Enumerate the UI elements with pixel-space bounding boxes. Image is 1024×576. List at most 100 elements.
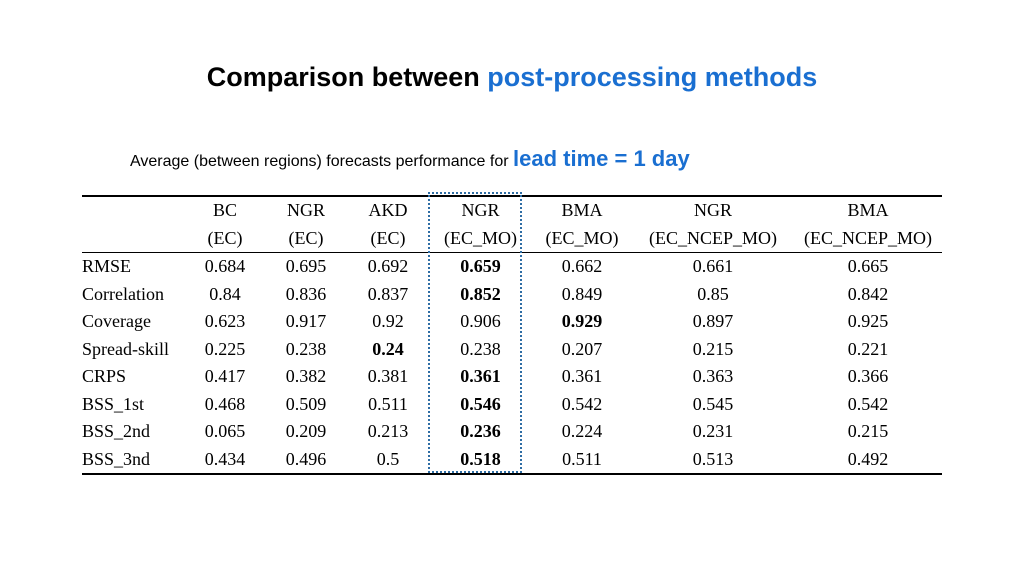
header-method-cell: NGR bbox=[461, 200, 500, 221]
value-cell: 0.381 bbox=[367, 366, 409, 387]
value-cell: 0.917 bbox=[285, 311, 327, 332]
header-method-cell: NGR bbox=[693, 200, 732, 221]
value-cell: 0.546 bbox=[460, 393, 501, 414]
header-model-cell: (EC_NCEP_MO) bbox=[803, 227, 932, 248]
value-cell: 0.492 bbox=[847, 448, 889, 469]
row-label: RMSE bbox=[82, 256, 132, 277]
value-cell: 0.238 bbox=[285, 338, 327, 359]
caption-highlight: lead time = 1 day bbox=[513, 146, 690, 171]
value-cell: 0.215 bbox=[847, 421, 889, 442]
value-cell: 0.434 bbox=[204, 448, 246, 469]
header-method-cell: BMA bbox=[561, 200, 603, 221]
value-cell: 0.382 bbox=[285, 366, 327, 387]
table-row: BSS_1st 0.468 0.509 0.511 0.546 0.542 0.545 0.5… bbox=[82, 391, 942, 419]
value-cell: 0.661 bbox=[692, 256, 734, 277]
value-cell: 0.209 bbox=[285, 421, 327, 442]
value-cell: 0.545 bbox=[692, 393, 734, 414]
row-label: BSS_2nd bbox=[82, 421, 151, 442]
value-cell: 0.496 bbox=[285, 448, 327, 469]
value-cell: 0.518 bbox=[460, 448, 501, 469]
value-cell: 0.842 bbox=[847, 283, 889, 304]
header-corner-cell bbox=[82, 225, 185, 253]
title-highlight: post-processing methods bbox=[487, 62, 818, 92]
value-cell: 0.24 bbox=[372, 338, 404, 359]
value-cell: 0.684 bbox=[204, 256, 246, 277]
caption-text: Average (between regions) forecasts perf… bbox=[130, 153, 514, 170]
value-cell: 0.511 bbox=[368, 393, 408, 414]
value-cell: 0.662 bbox=[561, 256, 603, 277]
table-header: BC NGR AKD NGR BMA NGR BMA (EC) (EC) (EC) (EC_MO)… bbox=[82, 196, 942, 253]
table-row: Coverage 0.623 0.917 0.92 0.906 0.929 0.897 0.9… bbox=[82, 308, 942, 336]
title-text: Comparison between bbox=[206, 62, 488, 92]
table-row: Spread-skill 0.225 0.238 0.24 0.238 0.207 0.21… bbox=[82, 336, 942, 364]
value-cell: 0.215 bbox=[692, 338, 734, 359]
value-cell: 0.238 bbox=[460, 338, 501, 359]
performance-table: BC NGR AKD NGR BMA NGR BMA (EC) (EC) (EC) (EC_MO)… bbox=[82, 195, 942, 475]
value-cell: 0.695 bbox=[285, 256, 327, 277]
value-cell: 0.236 bbox=[460, 421, 501, 442]
value-cell: 0.542 bbox=[561, 393, 603, 414]
value-cell: 0.837 bbox=[367, 283, 409, 304]
value-cell: 0.92 bbox=[372, 311, 404, 332]
header-method-cell: AKD bbox=[368, 200, 408, 221]
table-row: Correlation 0.84 0.836 0.837 0.852 0.849 0.85 0… bbox=[82, 281, 942, 309]
value-cell: 0.929 bbox=[561, 311, 603, 332]
row-label: Correlation bbox=[82, 283, 164, 304]
value-cell: 0.897 bbox=[692, 311, 734, 332]
value-cell: 0.224 bbox=[561, 421, 603, 442]
header-model-cell: (EC) bbox=[370, 227, 406, 248]
row-label: Spread-skill bbox=[82, 338, 169, 359]
ngr-ec-mo-highlight-box bbox=[428, 192, 522, 473]
header-method-cell: BMA bbox=[847, 200, 889, 221]
header-row-method: BC NGR AKD NGR BMA NGR BMA bbox=[82, 196, 942, 225]
header-model-cell: (EC_MO) bbox=[444, 227, 517, 248]
value-cell: 0.231 bbox=[692, 421, 734, 442]
value-cell: 0.692 bbox=[367, 256, 409, 277]
row-label: Coverage bbox=[82, 311, 151, 332]
row-label: BSS_3nd bbox=[82, 448, 151, 469]
value-cell: 0.849 bbox=[561, 283, 603, 304]
value-cell: 0.065 bbox=[204, 421, 246, 442]
value-cell: 0.84 bbox=[209, 283, 241, 304]
value-cell: 0.417 bbox=[204, 366, 246, 387]
value-cell: 0.623 bbox=[204, 311, 246, 332]
header-method-cell: BC bbox=[212, 200, 237, 221]
value-cell: 0.85 bbox=[697, 283, 729, 304]
table-row: BSS_2nd 0.065 0.209 0.213 0.236 0.224 0.231 0.2… bbox=[82, 418, 942, 446]
slide-title: Comparison between post-processing metho… bbox=[0, 62, 1024, 93]
header-model-cell: (EC_MO) bbox=[545, 227, 619, 248]
value-cell: 0.852 bbox=[460, 283, 501, 304]
value-cell: 0.468 bbox=[204, 393, 246, 414]
value-cell: 0.511 bbox=[562, 448, 602, 469]
value-cell: 0.513 bbox=[692, 448, 734, 469]
table-row: CRPS 0.417 0.382 0.381 0.361 0.361 0.363 0.366 bbox=[82, 363, 942, 391]
header-corner-cell bbox=[82, 196, 185, 225]
table-row: BSS_3nd 0.434 0.496 0.5 0.518 0.511 0.513 0.492 bbox=[82, 446, 942, 474]
table-caption: Average (between regions) forecasts perf… bbox=[130, 146, 690, 172]
header-method-cell: NGR bbox=[286, 200, 325, 221]
value-cell: 0.221 bbox=[847, 338, 889, 359]
table-row: RMSE 0.684 0.695 0.692 0.659 0.662 0.661 0.665 bbox=[82, 253, 942, 281]
value-cell: 0.213 bbox=[367, 421, 409, 442]
value-cell: 0.836 bbox=[285, 283, 327, 304]
value-cell: 0.665 bbox=[847, 256, 889, 277]
value-cell: 0.361 bbox=[460, 366, 501, 387]
value-cell: 0.509 bbox=[285, 393, 327, 414]
table-body: RMSE 0.684 0.695 0.692 0.659 0.662 0.661 0.665 C… bbox=[82, 253, 942, 474]
value-cell: 0.361 bbox=[561, 366, 603, 387]
value-cell: 0.542 bbox=[847, 393, 889, 414]
value-cell: 0.5 bbox=[376, 448, 400, 469]
value-cell: 0.659 bbox=[460, 256, 501, 277]
value-cell: 0.366 bbox=[847, 366, 889, 387]
value-cell: 0.906 bbox=[460, 311, 501, 332]
header-model-cell: (EC) bbox=[288, 227, 324, 248]
value-cell: 0.207 bbox=[561, 338, 603, 359]
header-row-model: (EC) (EC) (EC) (EC_MO) (EC_MO) (EC_NCEP_MO) (E… bbox=[82, 225, 942, 253]
value-cell: 0.225 bbox=[204, 338, 246, 359]
header-model-cell: (EC_NCEP_MO) bbox=[648, 227, 777, 248]
row-label: CRPS bbox=[82, 366, 127, 387]
row-label: BSS_1st bbox=[82, 393, 145, 414]
header-model-cell: (EC) bbox=[207, 227, 243, 248]
value-cell: 0.925 bbox=[847, 311, 889, 332]
value-cell: 0.363 bbox=[692, 366, 734, 387]
